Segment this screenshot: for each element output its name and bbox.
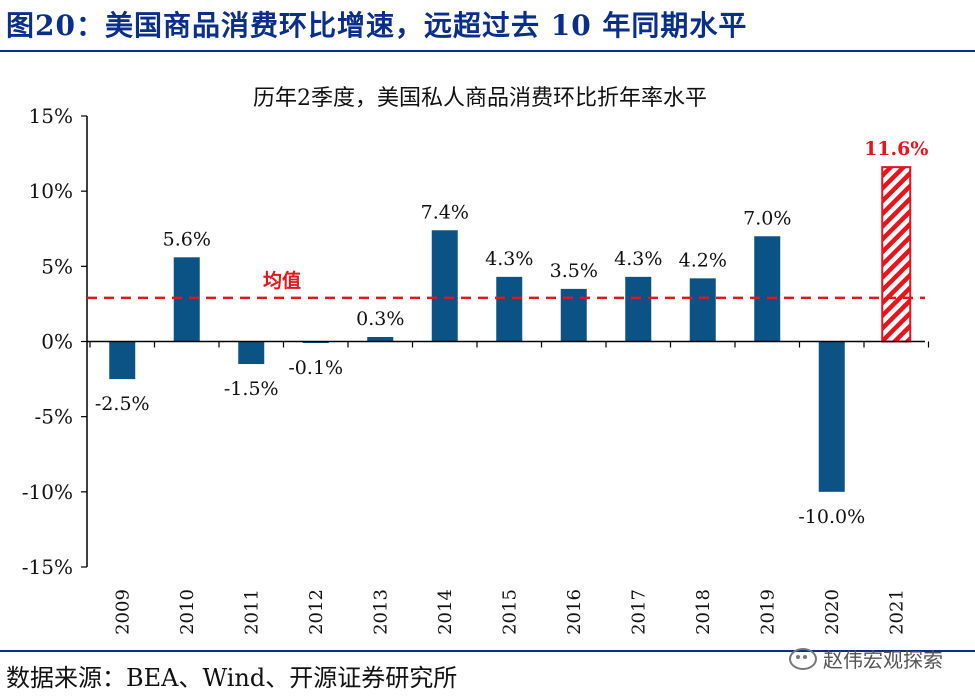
bar — [367, 336, 394, 342]
y-tick-label: 5% — [41, 254, 73, 278]
data-label: -10.0% — [798, 506, 865, 528]
data-label: 0.3% — [356, 308, 404, 330]
y-tick-label: -10% — [22, 480, 73, 504]
x-tick-label: 2018 — [693, 589, 714, 635]
footer-divider — [0, 650, 975, 652]
x-tick-label: 2009 — [112, 589, 133, 635]
data-label: 4.2% — [679, 249, 727, 271]
x-tick-label: 2010 — [177, 589, 198, 635]
header-divider — [0, 50, 975, 52]
data-label: -1.5% — [224, 378, 279, 400]
bar-chart: 历年2季度，美国私人商品消费环比折年率水平 15%10%5%0%-5%-10%-… — [22, 86, 930, 635]
y-tick-label: 15% — [29, 104, 73, 128]
data-label: 7.0% — [743, 207, 791, 229]
data-label: 3.5% — [550, 260, 598, 282]
bar — [754, 236, 781, 342]
data-label: 4.3% — [485, 248, 533, 270]
y-axis: 15% 10% 5% 0% -5% -10% -15% — [22, 104, 88, 579]
x-axis: 2009 2010 2011 2012 2013 2014 2015 2016 2017 2018… — [87, 340, 930, 635]
x-tick-label: 2013 — [370, 589, 391, 635]
x-tick-label: 2015 — [499, 589, 520, 635]
x-tick-label: 2014 — [435, 589, 456, 635]
bar — [496, 276, 523, 342]
bar — [238, 341, 265, 365]
bar — [173, 257, 200, 342]
bar — [818, 341, 845, 492]
x-tick-label: 2019 — [757, 589, 778, 635]
average-line-label: 均值 — [263, 269, 301, 292]
data-label: -2.5% — [95, 393, 150, 415]
figure-header: 图20：美国商品消费环比增速，远超过去 10 年同期水平 — [0, 0, 975, 52]
y-tick-label: -5% — [35, 405, 74, 429]
data-label: 7.4% — [421, 201, 469, 223]
x-tick-label: 2012 — [306, 589, 327, 635]
y-tick-label: 0% — [41, 330, 73, 354]
y-tick-label: -15% — [22, 555, 73, 579]
figure-title: 图20：美国商品消费环比增速，远超过去 10 年同期水平 — [6, 9, 748, 42]
data-label: 4.3% — [614, 248, 662, 270]
chart-title: 历年2季度，美国私人商品消费环比折年率水平 — [253, 86, 707, 111]
chart-area: 历年2季度，美国私人商品消费环比折年率水平 15% 10% 5% 0% -5% -10% -… — [0, 62, 975, 645]
bar — [431, 230, 458, 342]
x-tick-label: 2020 — [822, 589, 843, 635]
bar-highlight — [881, 166, 912, 343]
x-tick-label: 2016 — [564, 589, 585, 635]
data-label: -0.1% — [288, 357, 343, 379]
average-line-group: 均值 — [87, 269, 925, 300]
bar — [302, 341, 329, 344]
bar — [109, 341, 136, 380]
x-tick-label: 2011 — [241, 589, 262, 635]
wechat-icon — [789, 648, 817, 670]
bar — [625, 276, 652, 342]
data-source: 数据来源：BEA、Wind、开源证券研究所 — [6, 664, 458, 692]
x-tick-label: 2021 — [886, 589, 907, 635]
data-label: 11.6% — [864, 138, 928, 160]
data-labels-group: -2.5% 5.6% -1.5% -0.1% 0.3% 7.4% 4.3% 3.5% 4.3% 4… — [95, 138, 929, 528]
y-tick-label: 10% — [29, 179, 73, 203]
bar — [689, 278, 716, 342]
watermark: 赵伟宏观探索 — [789, 644, 943, 673]
x-tick-label: 2017 — [628, 589, 649, 635]
watermark-text: 赵伟宏观探索 — [823, 648, 943, 672]
data-label: 5.6% — [163, 228, 211, 250]
